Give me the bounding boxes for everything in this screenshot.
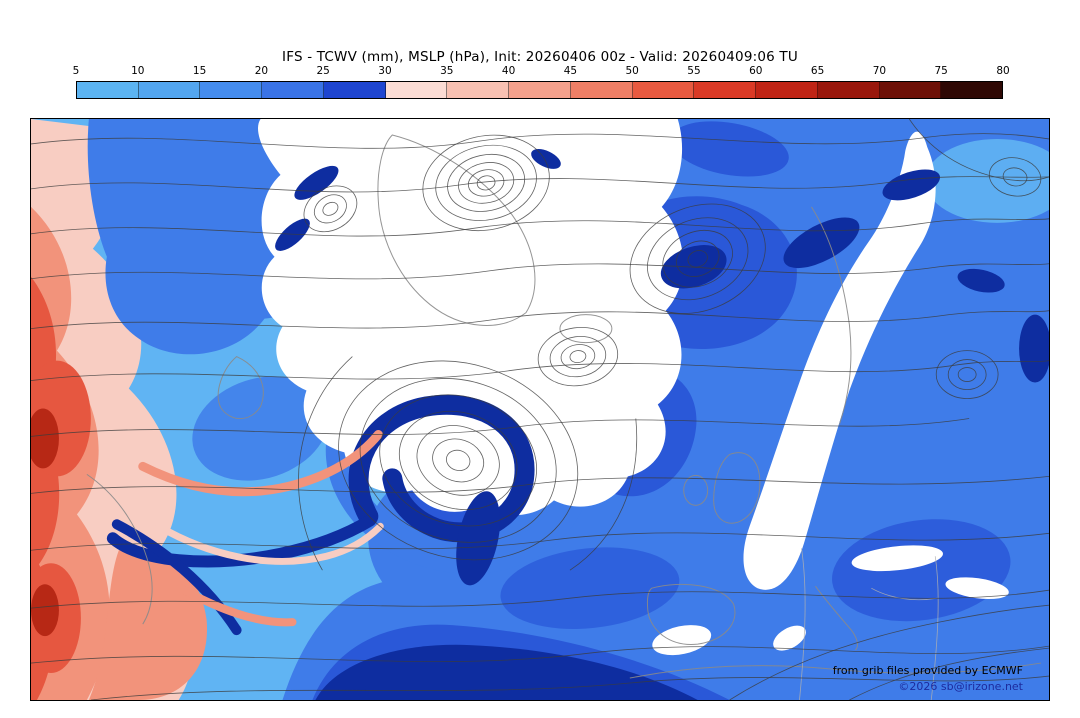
credit-source: from grib files provided by ECMWF <box>832 664 1023 678</box>
colorbar-tick-label: 15 <box>192 65 207 77</box>
credit-copyright: ©2026 sb@irizone.net <box>898 680 1023 694</box>
low-center-contours-f <box>303 185 358 233</box>
colorbar-bar <box>76 81 1003 99</box>
colorbar-tick-label: 40 <box>501 65 516 77</box>
map-area: from grib files provided by ECMWF ©2026 … <box>30 118 1050 701</box>
low-center-contours-c <box>537 326 619 387</box>
map-credits: from grib files provided by ECMWF ©2026 … <box>833 663 1023 695</box>
chart-title: IFS - TCWV (mm), MSLP (hPa), Init: 20260… <box>282 49 798 65</box>
colorbar-tick-label: 10 <box>131 65 145 77</box>
colorbar-segment <box>941 82 1003 98</box>
low-center-contours-d <box>629 203 766 314</box>
colorbar-tick-label: 70 <box>872 65 887 77</box>
low-center-contours-e <box>935 350 999 399</box>
colorbar-tick-label: 75 <box>934 65 948 77</box>
low-center-contours-a <box>422 134 550 232</box>
colorbar-segment <box>632 82 695 98</box>
colorbar-segment <box>509 82 571 98</box>
colorbar-segment <box>879 82 942 98</box>
colorbar-segment <box>756 82 818 98</box>
colorbar-tick-label: 35 <box>440 65 454 77</box>
colorbar-tick-label: 45 <box>563 65 578 77</box>
colorbar-tick-label: 20 <box>254 65 269 77</box>
colorbar: 5 10 15 20 25 30 35 40 45 50 55 60 65 70 75 80 <box>72 65 1010 99</box>
colorbar-tick-label: 50 <box>625 65 639 77</box>
colorbar-segment <box>570 82 633 98</box>
colorbar-tick-label: 80 <box>996 65 1010 77</box>
colorbar-tick-label: 60 <box>749 65 763 77</box>
colorbar-tick-label: 65 <box>810 65 825 77</box>
low-center-contours-b <box>338 360 579 561</box>
colorbar-segment <box>262 82 324 98</box>
low-center-contours-g <box>988 157 1042 197</box>
tcwv-shading <box>31 119 1049 700</box>
colorbar-tick-row: 5 10 15 20 25 30 35 40 45 50 55 60 65 70 75 80 <box>72 65 1010 79</box>
colorbar-segment <box>77 82 139 98</box>
colorbar-tick-label: 55 <box>687 65 701 77</box>
colorbar-segment <box>817 82 880 98</box>
colorbar-segment <box>200 82 263 98</box>
colorbar-segment <box>385 82 448 98</box>
colorbar-segment <box>447 82 510 98</box>
mslp-contours <box>31 119 1049 700</box>
colorbar-tick-label: 25 <box>316 65 330 77</box>
colorbar-tick-label: 5 <box>72 65 80 77</box>
colorbar-tick-label: 30 <box>378 65 392 77</box>
colorbar-segment <box>138 82 201 98</box>
map-svg <box>31 119 1049 700</box>
colorbar-segment <box>323 82 386 98</box>
colorbar-segment <box>694 82 757 98</box>
